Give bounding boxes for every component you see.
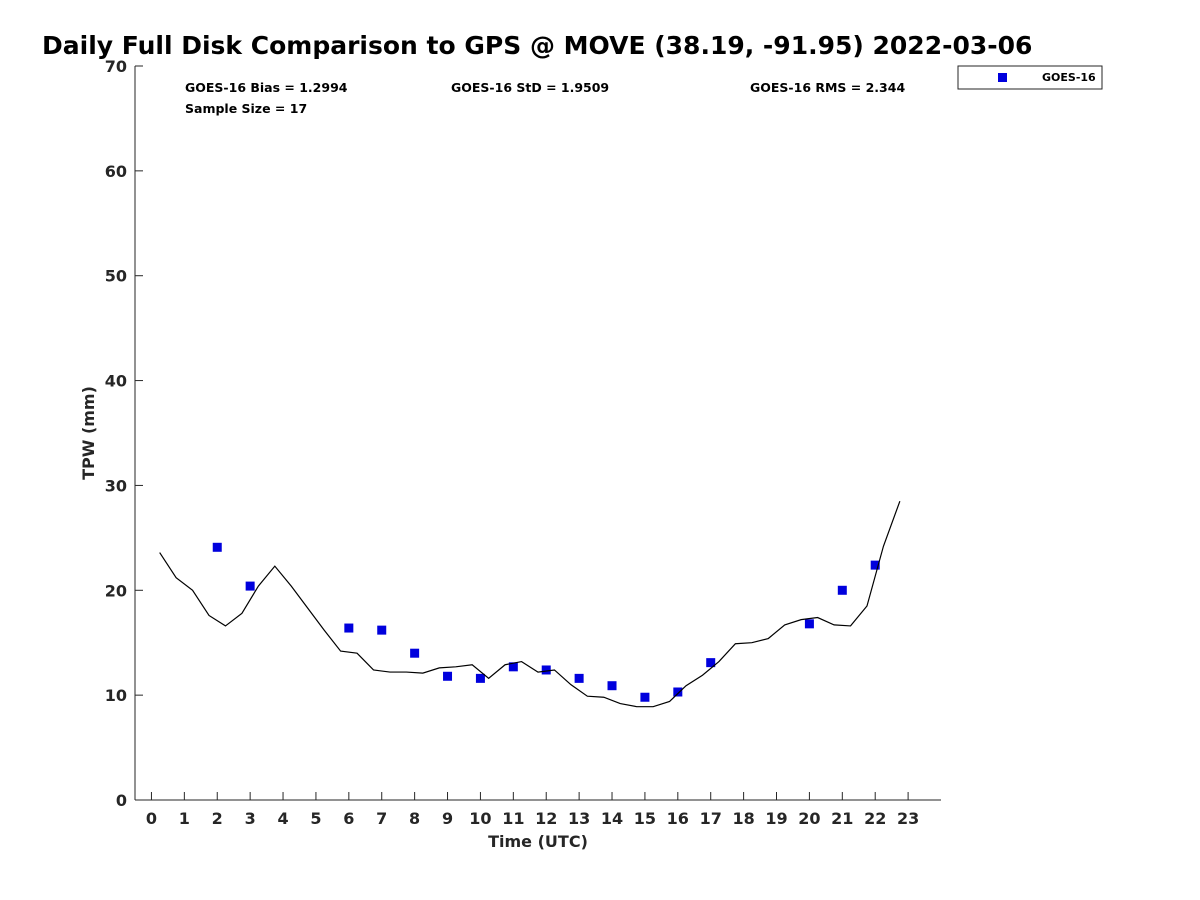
x-tick-label: 15 <box>634 809 656 828</box>
goes16-point <box>212 542 222 552</box>
y-tick-label: 0 <box>116 791 127 810</box>
y-tick-label: 10 <box>105 686 127 705</box>
y-tick-label: 50 <box>105 267 127 286</box>
std-stat: GOES-16 StD = 1.9509 <box>451 80 609 95</box>
x-tick-label: 12 <box>535 809 557 828</box>
x-tick-label: 10 <box>469 809 491 828</box>
goes16-point <box>640 692 650 702</box>
goes16-point <box>706 658 716 668</box>
x-tick-label: 23 <box>897 809 919 828</box>
chart-title: Daily Full Disk Comparison to GPS @ MOVE… <box>42 31 1032 60</box>
goes16-point <box>804 619 814 629</box>
x-tick-label: 5 <box>310 809 321 828</box>
legend-label-goes16: GOES-16 <box>1042 71 1096 84</box>
legend: GOES-16 <box>957 65 1103 90</box>
y-tick-label: 20 <box>105 581 127 600</box>
y-tick-label: 40 <box>105 372 127 391</box>
x-tick-label: 22 <box>864 809 886 828</box>
legend-box <box>957 65 1103 90</box>
x-tick-label: 4 <box>277 809 288 828</box>
goes16-point <box>508 662 518 672</box>
goes16-point <box>245 581 255 591</box>
y-axis-ticks: 0 10 20 30 40 50 60 70 <box>105 57 143 810</box>
x-tick-label: 17 <box>700 809 722 828</box>
goes16-point <box>475 673 485 683</box>
x-tick-label: 13 <box>568 809 590 828</box>
goes16-point <box>410 648 420 658</box>
x-tick-label: 19 <box>765 809 787 828</box>
goes16-point <box>607 681 617 691</box>
rms-stat: GOES-16 RMS = 2.344 <box>750 80 905 95</box>
goes16-point <box>344 623 354 633</box>
bias-stat: GOES-16 Bias = 1.2994 <box>185 80 348 95</box>
x-tick-label: 8 <box>409 809 420 828</box>
x-tick-label: 21 <box>831 809 853 828</box>
goes16-point <box>541 665 551 675</box>
x-tick-label: 7 <box>376 809 387 828</box>
gps-tpw-line <box>159 500 901 708</box>
x-tick-label: 2 <box>212 809 223 828</box>
x-tick-label: 9 <box>442 809 453 828</box>
y-axis-label: TPW (mm) <box>79 386 98 480</box>
goes16-point <box>673 687 683 697</box>
goes16-point <box>870 560 880 570</box>
goes16-point <box>443 671 453 681</box>
x-tick-label: 20 <box>798 809 820 828</box>
x-tick-label: 1 <box>179 809 190 828</box>
x-tick-label: 11 <box>502 809 524 828</box>
sample-size-stat: Sample Size = 17 <box>185 101 307 116</box>
x-tick-label: 6 <box>343 809 354 828</box>
x-tick-label: 3 <box>245 809 256 828</box>
goes16-point <box>837 585 847 595</box>
series-layer <box>159 500 901 708</box>
y-tick-label: 60 <box>105 162 127 181</box>
x-tick-label: 18 <box>732 809 754 828</box>
y-tick-label: 30 <box>105 476 127 495</box>
goes16-point <box>574 673 584 683</box>
goes16-point <box>377 625 387 635</box>
y-tick-label: 70 <box>105 57 127 76</box>
x-tick-label: 16 <box>667 809 689 828</box>
x-axis-ticks: 0 1 2 3 4 5 6 7 8 9 10 11 12 13 14 15 16 17 18 19 20 21 22 23 <box>146 792 919 828</box>
x-tick-label: 0 <box>146 809 157 828</box>
x-axis-label: Time (UTC) <box>488 832 588 851</box>
x-tick-label: 14 <box>601 809 623 828</box>
legend-marker-goes16 <box>998 73 1007 82</box>
